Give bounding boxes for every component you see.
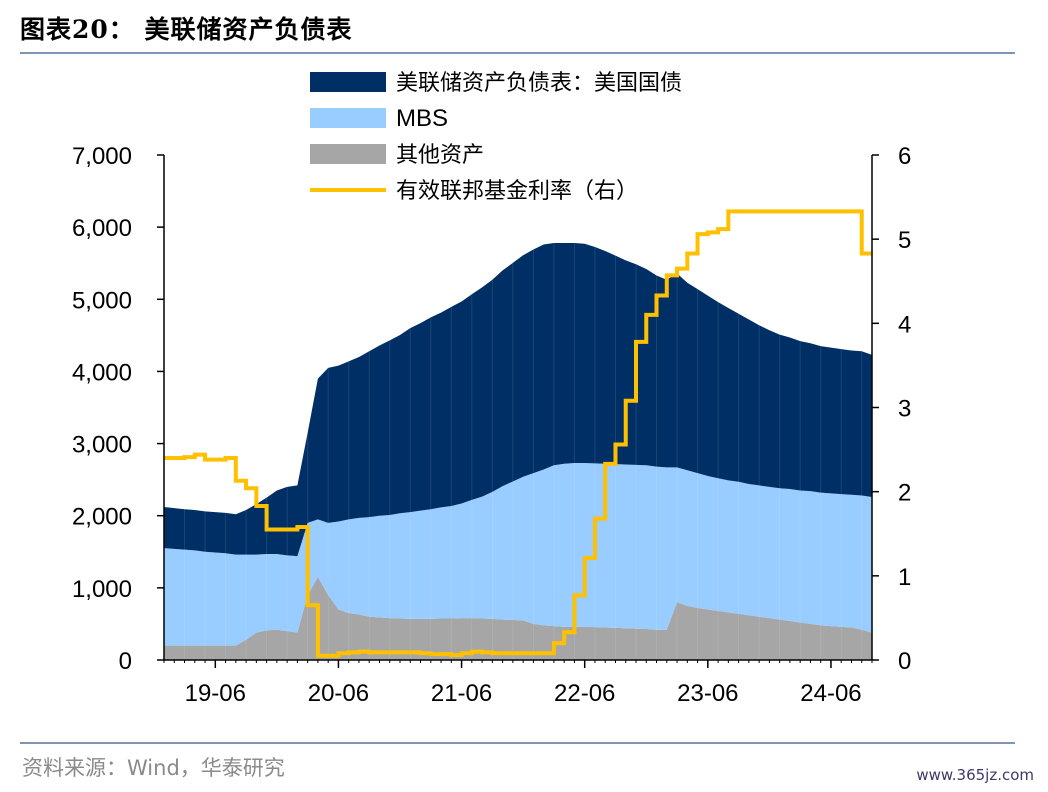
legend-swatch <box>310 108 386 128</box>
treasury-area <box>164 243 872 557</box>
legend-label: 有效联邦基金利率（右） <box>396 179 638 204</box>
fed-funds-rate-line <box>164 209 872 658</box>
y-left-tick-label: 6,000 <box>72 215 132 242</box>
y-right-tick-label: 5 <box>898 227 911 254</box>
watermark: www.365jz.com <box>916 766 1034 784</box>
y-left-tick-label: 5,000 <box>72 287 132 314</box>
legend-other: 其他资产 <box>310 143 484 168</box>
y-left-tick-label: 4,000 <box>72 359 132 386</box>
mbs-area <box>164 463 872 646</box>
y-right-tick-label: 1 <box>898 564 911 591</box>
y-left-tick-label: 1,000 <box>72 576 132 603</box>
rate-line-layer <box>164 209 872 658</box>
legend-label: 其他资产 <box>396 143 484 168</box>
footer-rule <box>20 742 1015 744</box>
y-left-tick-label: 3,000 <box>72 432 132 459</box>
y-left-tick-label: 7,000 <box>72 143 132 170</box>
y-right-tick-label: 4 <box>898 311 911 338</box>
legend-label: MBS <box>396 105 448 132</box>
stacked-area-layer <box>163 243 872 660</box>
legend-fed-rate: 有效联邦基金利率（右） <box>310 179 638 204</box>
x-tick-label: 22-06 <box>554 680 615 707</box>
legend-label: 美联储资产负债表：美国国债 <box>396 71 682 96</box>
other-assets-area <box>164 577 872 660</box>
title-rule <box>20 52 1015 54</box>
axes-layer: 01,0002,0003,0004,0005,0006,0007,0000123… <box>72 143 911 707</box>
x-tick-label: 21-06 <box>431 680 492 707</box>
x-tick-label: 23-06 <box>677 680 738 707</box>
x-tick-label: 20-06 <box>308 680 369 707</box>
x-tick-label: 19-06 <box>185 680 246 707</box>
y-right-tick-label: 3 <box>898 396 911 423</box>
y-left-tick-label: 2,000 <box>72 504 132 531</box>
x-tick-label: 24-06 <box>800 680 861 707</box>
y-right-tick-label: 0 <box>898 648 911 675</box>
y-right-tick-label: 6 <box>898 143 911 170</box>
legend-treasury: 美联储资产负债表：美国国债 <box>310 71 682 96</box>
figure-title: 图表20： 美联储资产负债表 <box>20 15 353 44</box>
legend-swatch <box>310 72 386 92</box>
y-left-tick-label: 0 <box>119 648 132 675</box>
y-right-tick-label: 2 <box>898 480 911 507</box>
legend-swatch <box>310 144 386 164</box>
legend-mbs: MBS <box>310 105 448 132</box>
source-note: 资料来源：Wind，华泰研究 <box>22 756 285 780</box>
